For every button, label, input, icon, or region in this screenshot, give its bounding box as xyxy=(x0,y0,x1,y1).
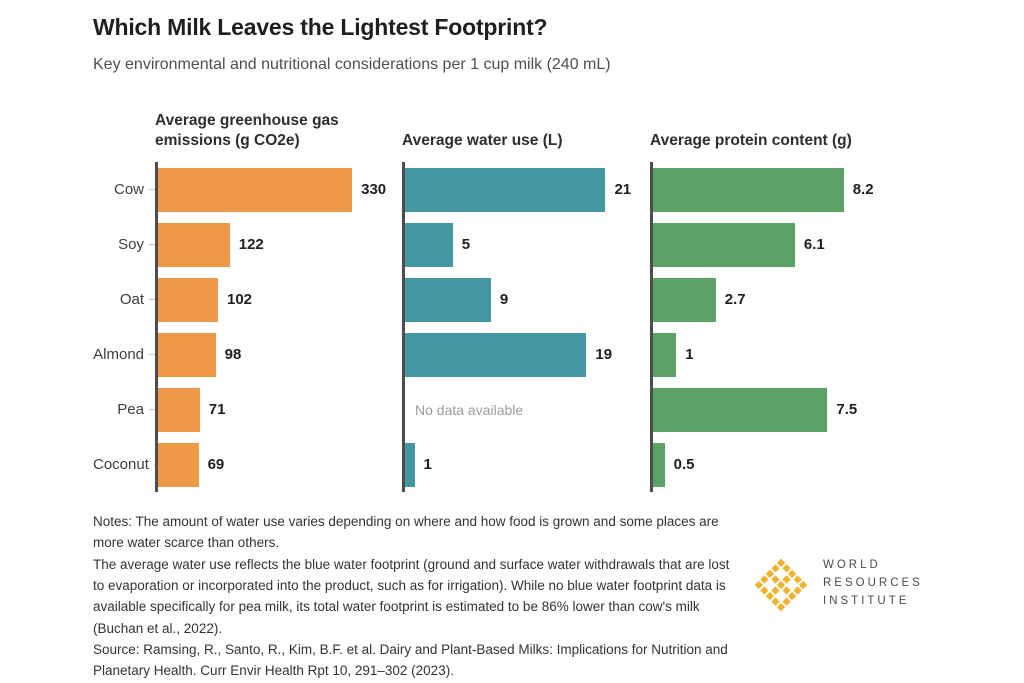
bar-cell: 71 xyxy=(155,382,402,437)
value-label: 69 xyxy=(207,456,225,473)
note-blue-water-footprint: The average water use reflects the blue … xyxy=(93,556,730,636)
category-label-text: Almond xyxy=(93,346,144,363)
category-label-text: Pea xyxy=(117,401,144,418)
wri-logo-line: RESOURCES xyxy=(823,577,923,590)
bar xyxy=(653,222,795,267)
value-label: 9 xyxy=(499,291,509,308)
bar-cell: 21 xyxy=(402,162,650,217)
bar xyxy=(653,167,844,212)
bar-cell: 0.5 xyxy=(650,437,925,492)
category-label: Cow xyxy=(93,162,155,217)
bar xyxy=(158,277,218,322)
chart-row-oat: Oat 102 9 2.7 xyxy=(93,272,925,327)
value-label: 330 xyxy=(361,181,387,198)
bar-cell: 69 xyxy=(155,437,402,492)
bar xyxy=(653,442,665,487)
category-label-text: Cow xyxy=(113,181,144,198)
value-label: 6.1 xyxy=(803,236,825,253)
value-label: 98 xyxy=(224,346,242,363)
note-water-variability: Notes: The amount of water use varies de… xyxy=(93,514,719,551)
value-label: 1 xyxy=(423,456,432,473)
bar xyxy=(405,222,453,267)
value-label: 8.2 xyxy=(852,181,874,198)
bar-cell: 2.7 xyxy=(650,272,925,327)
axis-tick xyxy=(149,354,155,355)
chart-row-cow: Cow 330 21 8.2 xyxy=(93,162,925,217)
category-label-text: Soy xyxy=(118,236,144,253)
bar-cell: 98 xyxy=(155,327,402,382)
bar xyxy=(158,442,199,487)
chart-row-soy: Soy 122 5 6.1 xyxy=(93,217,925,272)
bar-cell: 7.5 xyxy=(650,382,925,437)
bar xyxy=(158,167,353,212)
axis-tick xyxy=(149,299,155,300)
value-label: 71 xyxy=(208,401,226,418)
bar-cell: 5 xyxy=(402,217,650,272)
bar xyxy=(158,222,230,267)
bar xyxy=(158,387,200,432)
wri-logo: WORLD RESOURCES INSTITUTE xyxy=(753,556,923,612)
axis-tick xyxy=(153,464,155,465)
bar xyxy=(653,332,677,377)
bar xyxy=(653,277,716,322)
chart-row-coconut: Coconut 69 1 0.5 xyxy=(93,437,925,492)
bar-cell: 330 xyxy=(155,162,402,217)
bar xyxy=(405,442,415,487)
value-label: 21 xyxy=(614,181,632,198)
chart-area: Cow 330 21 8.2 Soy 122 5 6.1 Oat 102 9 2.7 Almond 98 1… xyxy=(93,162,925,492)
axis-tick xyxy=(149,189,155,190)
category-label: Almond xyxy=(93,327,155,382)
category-label: Coconut xyxy=(93,437,155,492)
bar-cell: 1 xyxy=(402,437,650,492)
chart-row-pea: Pea 71 No data available 7.5 xyxy=(93,382,925,437)
wri-logo-line: INSTITUTE xyxy=(823,594,910,607)
value-label: 2.7 xyxy=(724,291,746,308)
chart-column-headers: Average greenhouse gas emissions (g CO2e… xyxy=(93,100,925,150)
axis-tick xyxy=(149,244,155,245)
header-water-use: Average water use (L) xyxy=(402,131,563,149)
wri-logo-icon xyxy=(754,558,808,612)
category-label: Pea xyxy=(93,382,155,437)
bar-cell: 19 xyxy=(402,327,650,382)
wri-logo-text: WORLD RESOURCES INSTITUTE xyxy=(823,557,923,610)
value-label: 5 xyxy=(461,236,471,253)
value-label: 7.5 xyxy=(836,401,858,418)
bar xyxy=(405,332,587,377)
value-label: 0.5 xyxy=(673,456,695,473)
bar xyxy=(405,277,491,322)
value-label: 102 xyxy=(227,291,253,308)
bar-cell: 9 xyxy=(402,272,650,327)
bar xyxy=(653,387,828,432)
bar-cell: 102 xyxy=(155,272,402,327)
no-data-label: No data available xyxy=(415,401,524,418)
bar-cell: 6.1 xyxy=(650,217,925,272)
chart-row-almond: Almond 98 19 1 xyxy=(93,327,925,382)
source-citation: Source: Ramsing, R., Santo, R., Kim, B.F… xyxy=(93,641,728,679)
header-protein-content: Average protein content (g) xyxy=(650,131,852,149)
bar-cell: 122 xyxy=(155,217,402,272)
notes-block: Notes: The amount of water use varies de… xyxy=(93,511,741,682)
value-label: 122 xyxy=(238,236,264,253)
value-label: 19 xyxy=(595,346,613,363)
category-label-text: Oat xyxy=(119,291,144,308)
header-ghg-emissions: Average greenhouse gas emissions (g CO2e… xyxy=(155,112,339,149)
bar xyxy=(405,167,606,212)
bar-cell: 1 xyxy=(650,327,925,382)
bar xyxy=(158,332,216,377)
category-label: Soy xyxy=(93,217,155,272)
page-subtitle: Key environmental and nutritional consid… xyxy=(93,56,611,73)
value-label: 1 xyxy=(685,346,694,363)
page-title: Which Milk Leaves the Lightest Footprint… xyxy=(93,14,548,40)
bar-cell: 8.2 xyxy=(650,162,925,217)
axis-tick xyxy=(149,409,155,410)
bar-cell: No data available xyxy=(402,382,650,437)
category-label-text: Coconut xyxy=(93,456,149,473)
wri-logo-line: WORLD xyxy=(823,559,881,572)
category-label: Oat xyxy=(93,272,155,327)
